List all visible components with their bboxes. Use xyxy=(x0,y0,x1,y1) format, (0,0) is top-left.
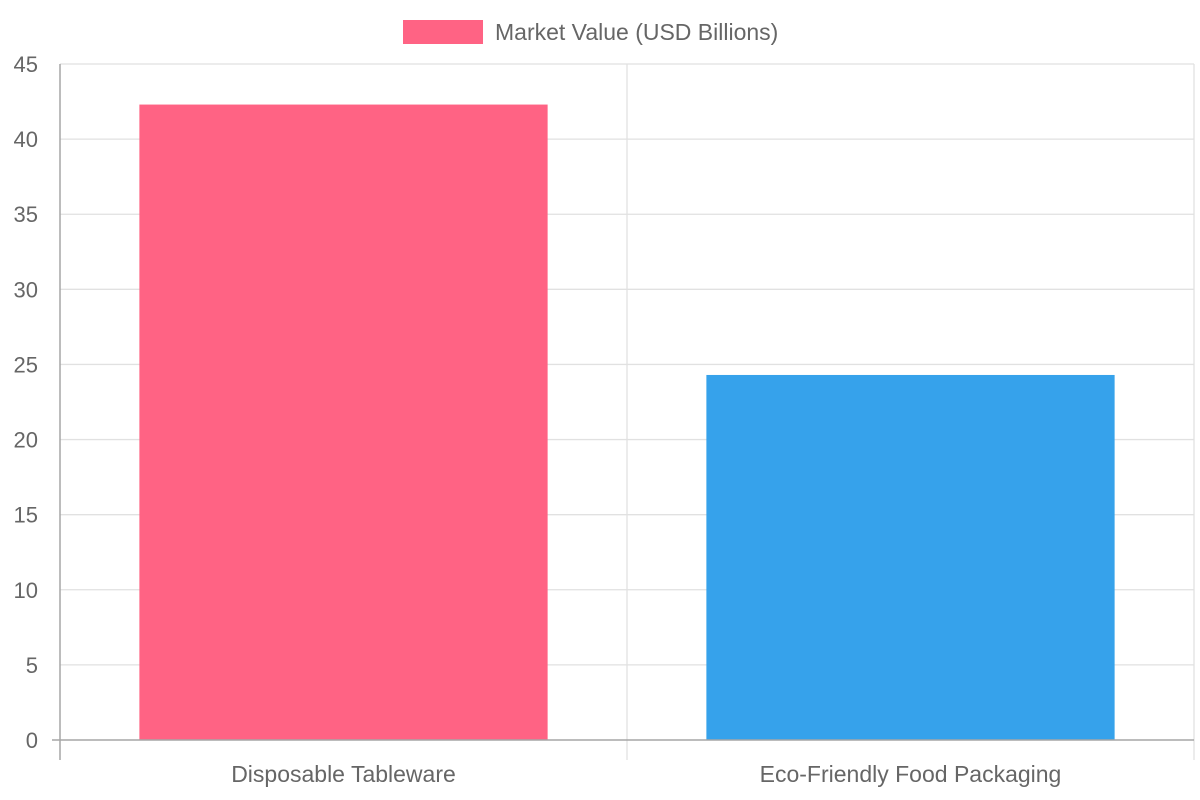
y-tick-label: 25 xyxy=(14,352,38,377)
y-tick-label: 35 xyxy=(14,202,38,227)
x-tick-label: Disposable Tableware xyxy=(231,761,456,787)
legend-label[interactable]: Market Value (USD Billions) xyxy=(495,19,778,45)
y-tick-label: 40 xyxy=(14,127,38,152)
x-tick-label: Eco-Friendly Food Packaging xyxy=(760,761,1062,787)
y-tick-label: 15 xyxy=(14,503,38,528)
y-tick-label: 20 xyxy=(14,428,38,453)
y-tick-label: 10 xyxy=(14,578,38,603)
bar-eco-friendly-food-packaging xyxy=(706,374,1115,740)
y-axis-tick-labels: 0 5 10 15 20 25 30 35 40 45 xyxy=(14,52,38,753)
legend[interactable]: Market Value (USD Billions) xyxy=(403,19,778,45)
y-tick-label: 0 xyxy=(26,728,38,753)
bar-disposable-tableware xyxy=(139,104,548,740)
axes xyxy=(52,64,1194,760)
bars xyxy=(139,104,1115,740)
y-tick-label: 45 xyxy=(14,52,38,77)
y-tick-label: 5 xyxy=(26,653,38,678)
x-axis-tick-labels: Disposable Tableware Eco-Friendly Food Pa… xyxy=(231,761,1061,787)
legend-swatch[interactable] xyxy=(403,20,483,44)
y-tick-label: 30 xyxy=(14,277,38,302)
